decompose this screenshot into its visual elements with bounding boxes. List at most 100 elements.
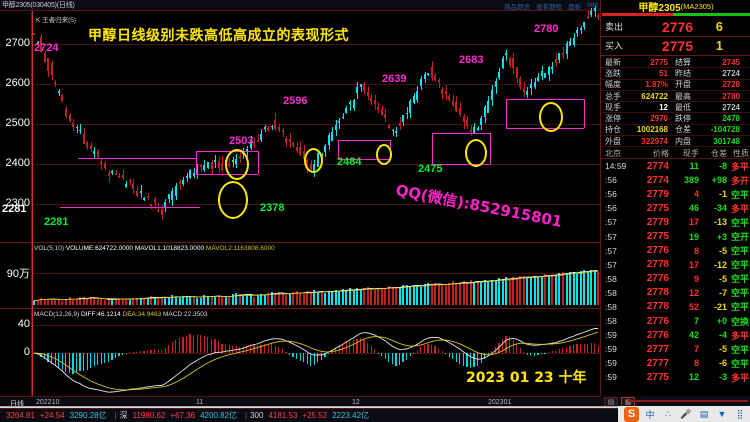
tick-row[interactable]: :56 2779 4 -1 空平	[601, 187, 750, 201]
volume-bar	[263, 295, 266, 305]
candle-body	[427, 73, 430, 75]
tick-row[interactable]: :59 2777 7 -5 空平	[601, 342, 750, 356]
volume-bar	[483, 280, 486, 305]
candle-wick	[392, 128, 394, 136]
tick-row[interactable]: :58 2776 9 -5 空平	[601, 272, 750, 286]
macd-pane[interactable]: 40 0 MACD(12,26,9) DIFF:46.1214 DEA:34.9…	[0, 309, 600, 396]
macd-bar	[221, 343, 223, 353]
tick-row[interactable]: :56 2774 389 +98 多开	[601, 173, 750, 187]
punctuation-icon[interactable]: ∴	[665, 408, 671, 419]
candle-body	[537, 77, 540, 81]
candle-body	[40, 36, 43, 53]
candle-body	[480, 117, 483, 126]
candle-body	[253, 142, 256, 145]
volume-bar	[206, 296, 209, 305]
quote-stat-row: 持仓 1002168 仓差 -104728	[601, 125, 750, 137]
stat-value-2: 2728	[722, 80, 740, 90]
volume-bar	[167, 297, 170, 305]
vol-ma10-line	[33, 271, 599, 301]
tick-row[interactable]: :57 2779 17 -13 空平	[601, 215, 750, 229]
macd-bar	[501, 338, 504, 353]
tick-row[interactable]: :59 2776 42 -4 多平	[601, 328, 750, 342]
tick-row[interactable]: :56 2775 46 -34 多平	[601, 201, 750, 215]
macd-bar	[320, 353, 322, 361]
sogou-icon[interactable]: S	[624, 406, 639, 422]
candle-body	[61, 95, 64, 101]
toolbox-icon[interactable]: ▼	[717, 409, 727, 419]
macd-bar	[459, 353, 461, 364]
keyboard-icon[interactable]: ▤	[699, 408, 709, 419]
tick-row[interactable]: :57 2776 8 -5 空平	[601, 244, 750, 258]
volume-bar	[544, 273, 547, 305]
stat-label-2: 结算	[675, 57, 691, 67]
microphone-icon[interactable]: 🎤	[680, 408, 692, 419]
menu-item-1[interactable]: 查看期权	[536, 3, 563, 11]
tick-volume: 17	[688, 259, 699, 270]
stat-value-2: 2724	[722, 68, 740, 78]
menu-item-0[interactable]: 商品期货	[504, 3, 531, 11]
tick-oi-change: -21	[713, 301, 727, 312]
chart-area[interactable]: 2700 2600 2500 2400 2300 K 王者归来(5) 甲醇日线级…	[0, 5, 600, 396]
macd-bar	[139, 350, 141, 353]
macd-axis-separator	[31, 309, 32, 396]
macd-bar	[445, 353, 447, 355]
macd-bar	[161, 350, 163, 353]
candle-body	[359, 84, 362, 87]
macd-bar	[548, 351, 550, 353]
macd-bar	[335, 347, 337, 353]
volume-bar	[68, 296, 71, 305]
candle-body	[96, 151, 99, 157]
bid-ask-ratio-bar	[602, 13, 750, 16]
stat-value-2: 2780	[722, 91, 740, 101]
tick-row[interactable]: :58 2778 12 -7 空平	[601, 286, 750, 300]
tick-row[interactable]: :57 2775 19 +3 空开	[601, 229, 750, 243]
candle-body	[47, 58, 50, 71]
chinese-input-icon[interactable]: 中	[645, 409, 655, 420]
macd-bar	[168, 345, 170, 353]
macd-bar	[540, 353, 543, 354]
price-pane[interactable]: 2700 2600 2500 2400 2300 K 王者归来(5) 甲醇日线级…	[0, 5, 600, 243]
macd-bar	[409, 353, 411, 357]
menu-icon[interactable]: ⣿	[736, 408, 744, 419]
macd-bar	[327, 353, 330, 354]
candle-body	[185, 175, 188, 178]
trendline	[584, 99, 585, 128]
volume-bar	[33, 300, 35, 305]
system-tray[interactable]: S 中 ∴ 🎤 ▤ ▼ ⣿	[618, 406, 750, 422]
candle-wick	[80, 124, 82, 135]
tick-time: :59	[605, 372, 617, 383]
tick-row[interactable]: :58 2778 52 -21 空平	[601, 300, 750, 314]
candle-body	[547, 66, 550, 75]
tick-oi-change: +3	[716, 231, 727, 242]
tick-row[interactable]: :58 2776 7 +0 空换	[601, 314, 750, 328]
candle-wick	[115, 169, 117, 175]
gridline	[31, 44, 600, 45]
macd-bar	[572, 345, 575, 353]
sell-row[interactable]: 卖出 2776 6	[601, 17, 750, 37]
tick-row[interactable]: :59 2777 8 -6 空平	[601, 356, 750, 370]
menu-item-2[interactable]: 面板	[568, 3, 582, 11]
volume-bar	[196, 298, 199, 305]
tick-row[interactable]: :57 2778 17 -12 空平	[601, 258, 750, 272]
volume-bar	[285, 294, 288, 305]
trendline	[432, 133, 490, 134]
top-menu[interactable]: 商品期货 查看期权 面板 888	[504, 0, 598, 11]
buy-qty: 1	[715, 38, 723, 53]
tick-row[interactable]: 14:59 2774 11 -8 多平	[601, 159, 750, 173]
macd-bar	[437, 347, 440, 353]
menu-item-3[interactable]: 888	[587, 2, 598, 9]
candle-body	[405, 112, 408, 115]
volume-bar	[533, 275, 536, 305]
quote-panel[interactable]: 甲醇2305 (MA2305) 卖出 2776 6 买入 2775 1 最新 27…	[600, 0, 750, 408]
buy-row[interactable]: 买入 2775 1	[601, 36, 750, 56]
tick-oi-change: -5	[718, 344, 727, 355]
trendline	[432, 133, 433, 164]
candle-body	[292, 143, 295, 147]
volume-pane[interactable]: 90万 VOL(5,10) VOLUME:624722.0000 MAVOL1:…	[0, 243, 600, 309]
candle-body	[118, 175, 121, 178]
tick-table[interactable]: 14:59 2774 11 -8 多平:56 2774 389 +98 多开:56 2779 4 -1…	[601, 159, 750, 385]
candle-body	[210, 162, 213, 170]
panel-tabs[interactable]: ▤ ▦	[600, 396, 750, 408]
tick-row[interactable]: :59 2775 12 -3 多平	[601, 370, 750, 384]
volume-bar	[96, 298, 99, 305]
